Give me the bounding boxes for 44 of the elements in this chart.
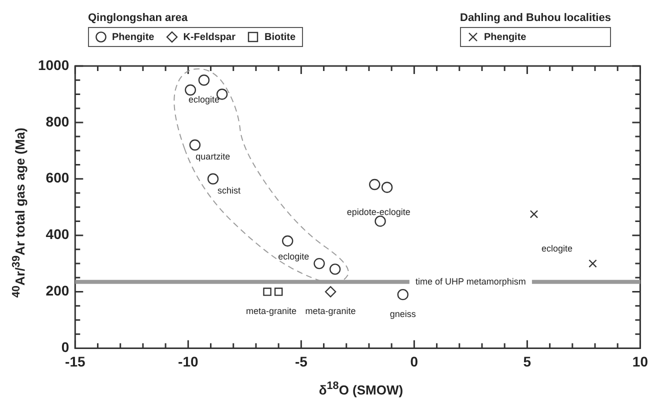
annotation: schist	[218, 185, 242, 196]
point	[369, 178, 380, 190]
annotation: meta-granite	[246, 306, 297, 316]
y-tick-label: 600	[46, 170, 70, 186]
x-tick-label: 5	[523, 353, 532, 370]
annotation: eclogite	[541, 244, 572, 254]
x-tick-label: 0	[410, 353, 418, 370]
annotation: gneiss	[390, 309, 416, 320]
x-tick-label: 10	[632, 353, 648, 370]
text: Dahling and Buhou localities	[460, 12, 611, 24]
point	[397, 288, 408, 300]
annotation: meta-granite	[305, 306, 356, 316]
y-tick-label: 800	[46, 113, 70, 130]
point	[274, 288, 283, 296]
legend-label: Biotite	[263, 31, 296, 43]
point	[198, 74, 210, 86]
legend-label: K-Feldspar	[182, 31, 236, 43]
text: Qinglongshan area	[88, 12, 188, 24]
y-tick-label: 1000	[38, 56, 70, 73]
x-tick-label: -5	[294, 353, 308, 370]
annotation: eclogite	[188, 94, 220, 105]
point	[324, 286, 336, 298]
legend-label: Phengite	[483, 31, 526, 43]
y-tick-label: 0	[61, 339, 70, 356]
x-tick-label: -10	[178, 353, 198, 370]
point	[381, 182, 393, 193]
x-axis-title: δ$^{18}$O (SMOW)	[318, 380, 404, 397]
annotation: epidote-eclogite	[346, 207, 410, 218]
annotation: quartzite	[196, 152, 230, 162]
ref-line-label: time of UHP metamorphism	[416, 276, 526, 286]
point	[263, 288, 272, 296]
point	[314, 258, 325, 270]
point	[530, 210, 538, 218]
x-tick-label: -15	[65, 353, 86, 370]
annotation: eclogite	[278, 251, 310, 262]
y-tick-label: 200	[46, 282, 70, 299]
point	[282, 235, 294, 247]
legend-label: Phengite	[111, 31, 154, 43]
point	[329, 264, 341, 275]
point	[184, 84, 196, 96]
point	[588, 259, 597, 268]
point	[207, 173, 219, 184]
y-tick-label: 400	[46, 226, 70, 242]
point	[189, 139, 201, 151]
